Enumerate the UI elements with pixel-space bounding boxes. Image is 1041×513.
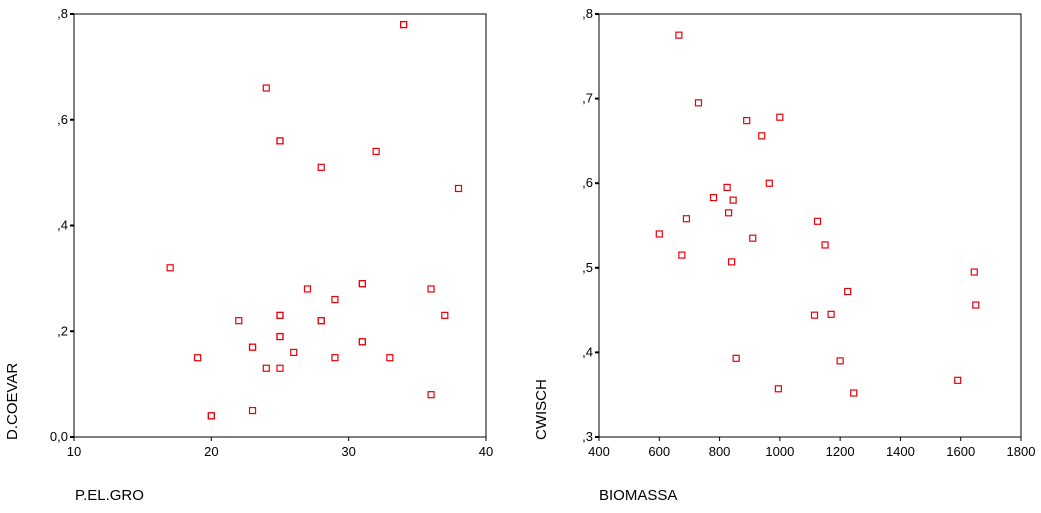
data-point (678, 251, 686, 259)
y-tick-label: ,6 (582, 175, 593, 190)
y-tick-label: ,4 (582, 344, 593, 359)
y-axis-title: D.COEVAR (4, 363, 21, 440)
data-point (728, 258, 736, 266)
x-tick-label: 400 (588, 444, 610, 459)
data-point (655, 230, 663, 238)
data-point (276, 311, 284, 319)
data-point (827, 310, 835, 318)
data-point (331, 354, 339, 362)
data-point (400, 20, 408, 29)
y-tick-label: ,3 (582, 429, 593, 444)
data-point (372, 147, 380, 156)
x-tick-label: 800 (709, 444, 731, 459)
data-point (317, 163, 325, 171)
data-point (441, 311, 449, 319)
scatter-plot-left: 10 20 30 40 0,0 ,2 ,4 ,6 ,8 P.EL.GRO D.COEVAR (4, 6, 493, 504)
y-tick-label: 0,0 (50, 429, 68, 444)
x-tick-label: 1200 (826, 444, 855, 459)
data-point (358, 338, 366, 346)
data-point (248, 343, 257, 351)
data-point (682, 215, 691, 223)
data-point (427, 285, 435, 293)
y-tick-label: ,8 (57, 6, 68, 21)
data-point (776, 113, 784, 121)
data-point (972, 301, 980, 309)
x-tick-label: 600 (648, 444, 670, 459)
data-point (276, 137, 284, 145)
y-tick-label: ,2 (57, 323, 68, 338)
data-point (723, 183, 731, 192)
data-point (732, 354, 740, 362)
data-point (844, 287, 852, 296)
data-point (207, 412, 215, 420)
data-point (276, 332, 284, 341)
data-point (729, 196, 737, 204)
data-point (331, 295, 339, 304)
data-point (758, 132, 766, 140)
x-tick-label: 1400 (886, 444, 915, 459)
data-point (765, 179, 773, 187)
y-tick-label: ,5 (582, 260, 593, 275)
data-point (725, 209, 733, 217)
y-tick-label: ,4 (57, 218, 68, 233)
data-point (675, 31, 683, 39)
data-point (709, 193, 718, 202)
data-point (317, 317, 325, 325)
data-point (749, 234, 757, 242)
data-point (400, 20, 408, 29)
y-tick-label: ,8 (582, 6, 593, 21)
data-point (194, 354, 202, 362)
plot-frame (73, 13, 487, 438)
data-point (810, 311, 819, 319)
x-axis-title: BIOMASSA (599, 487, 677, 504)
data-point (774, 385, 782, 393)
data-point (970, 268, 978, 276)
data-point (248, 406, 257, 415)
data-point (207, 412, 215, 420)
data-point (694, 99, 703, 107)
plot-frame (598, 13, 1022, 438)
x-tick-label: 10 (67, 444, 81, 459)
data-point (166, 264, 174, 272)
x-tick-label: 30 (341, 444, 355, 459)
x-tick-label: 1800 (1007, 444, 1036, 459)
data-point (427, 391, 435, 399)
data-point (358, 280, 366, 288)
data-point (850, 389, 858, 397)
data-point (276, 332, 284, 341)
data-point (836, 357, 844, 365)
data-point (303, 285, 312, 293)
data-point (262, 84, 270, 92)
data-point (248, 343, 257, 351)
x-tick-label: 20 (204, 444, 218, 459)
data-point (386, 354, 394, 362)
x-tick-label: 1000 (765, 444, 794, 459)
data-point (358, 280, 366, 288)
data-point (954, 376, 962, 384)
data-point (743, 116, 751, 125)
x-tick-label: 40 (479, 444, 493, 459)
y-tick-label: ,6 (57, 112, 68, 127)
data-point (317, 317, 325, 325)
data-point (276, 364, 284, 372)
y-tick-label: ,7 (582, 91, 593, 106)
data-point (235, 317, 243, 325)
x-axis-title: P.EL.GRO (75, 487, 144, 504)
y-axis-title: CWISCH (533, 379, 550, 440)
data-point (262, 364, 270, 372)
data-point (276, 137, 284, 145)
data-point (454, 184, 463, 193)
data-point (276, 311, 284, 319)
data-point (821, 241, 829, 249)
data-point (358, 338, 366, 346)
data-point (290, 348, 298, 356)
data-point (813, 217, 822, 225)
x-tick-label: 1600 (946, 444, 975, 459)
scatter-plot-right: 400 600 800 1000 1200 1400 1600 1800 ,3 ,4 ,5 ,6 ,7,… (533, 6, 1035, 504)
